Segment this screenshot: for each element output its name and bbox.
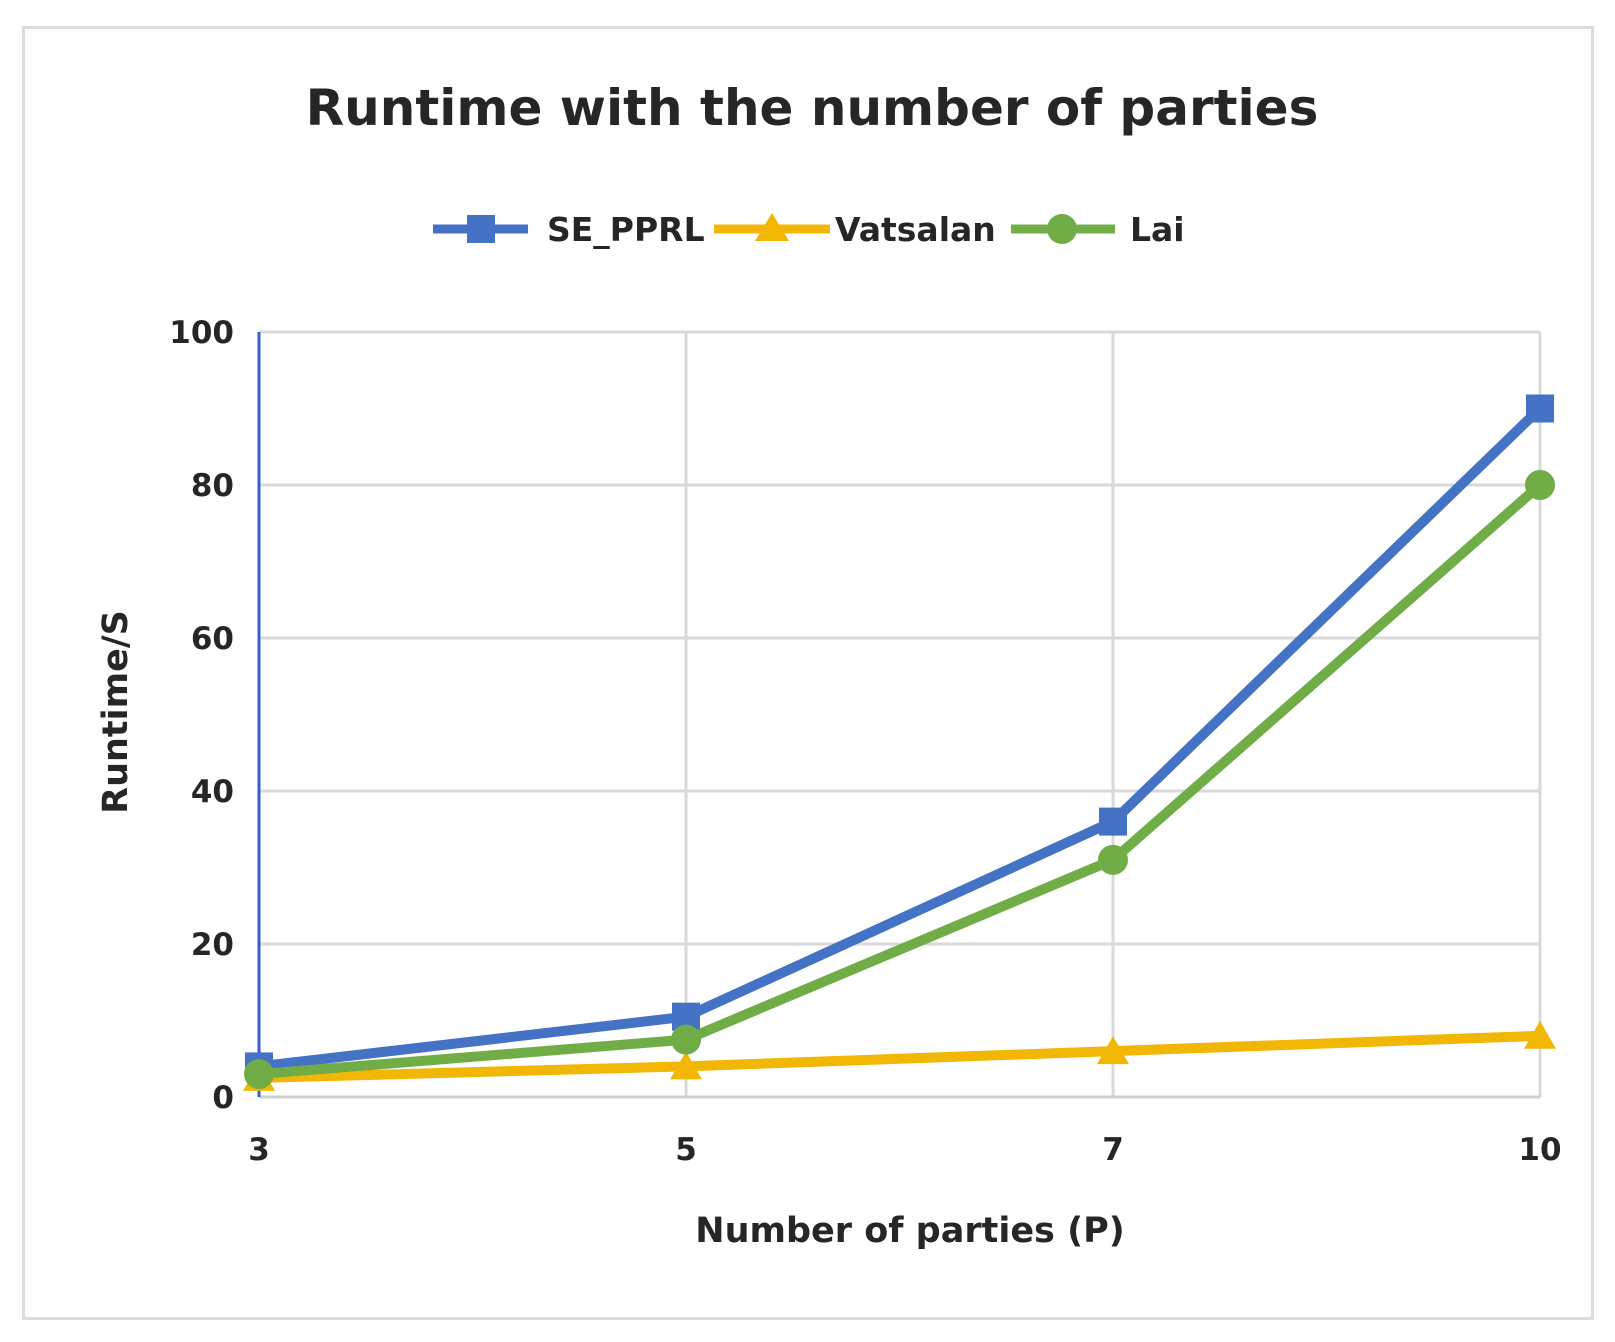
legend-marker-lai	[1047, 214, 1077, 244]
series-lai	[244, 470, 1555, 1090]
y-tick-labels: 0 20 40 60 80 100	[169, 315, 234, 1116]
series-line-se-pprl	[254, 403, 1545, 1072]
series-se-pprl	[245, 394, 1554, 1081]
y-tick-label: 60	[191, 621, 234, 657]
legend-marker-se-pprl	[467, 215, 495, 243]
series-layer	[243, 394, 1556, 1091]
x-axis-title: Number of parties (P)	[695, 1211, 1124, 1251]
chart-title: Runtime with the number of parties	[306, 79, 1319, 137]
y-axis-title: Runtime/S	[96, 610, 136, 814]
x-tick-label: 5	[675, 1132, 697, 1168]
data-point-lai	[244, 1059, 274, 1090]
x-tick-labels: 3 5 7 10	[248, 1132, 1561, 1168]
y-tick-label: 40	[191, 774, 234, 810]
legend-marker-vatsalan	[755, 213, 789, 241]
data-point-lai	[1525, 470, 1555, 500]
gridlines	[259, 330, 1542, 1097]
x-tick-label: 3	[248, 1132, 270, 1168]
y-tick-label: 20	[191, 927, 234, 963]
x-tick-label: 10	[1518, 1132, 1561, 1168]
series-line-lai	[254, 480, 1545, 1080]
data-point-se-pprl	[1526, 394, 1554, 423]
data-point-vatsalan	[670, 1051, 702, 1080]
y-tick-label: 0	[212, 1080, 234, 1116]
data-point-vatsalan	[1097, 1036, 1129, 1065]
legend-item-se-pprl: SE_PPRL	[433, 210, 705, 249]
data-point-lai	[671, 1024, 701, 1055]
legend-label-lai: Lai	[1130, 210, 1185, 249]
legend-label-vatsalan: Vatsalan	[835, 210, 996, 249]
legend-item-lai: Lai	[1011, 210, 1185, 249]
y-tick-label: 100	[169, 315, 234, 351]
x-tick-label: 7	[1102, 1132, 1124, 1168]
data-point-lai	[1098, 844, 1128, 875]
y-tick-label: 80	[191, 468, 234, 504]
legend-label-se-pprl: SE_PPRL	[547, 210, 705, 249]
series-line-vatsalan	[254, 1030, 1545, 1083]
data-point-se-pprl	[1099, 807, 1127, 836]
data-point-vatsalan	[1524, 1020, 1556, 1049]
legend: SE_PPRL Vatsalan Lai	[433, 210, 1185, 249]
axes	[257, 332, 1540, 1099]
legend-item-vatsalan: Vatsalan	[714, 210, 996, 249]
